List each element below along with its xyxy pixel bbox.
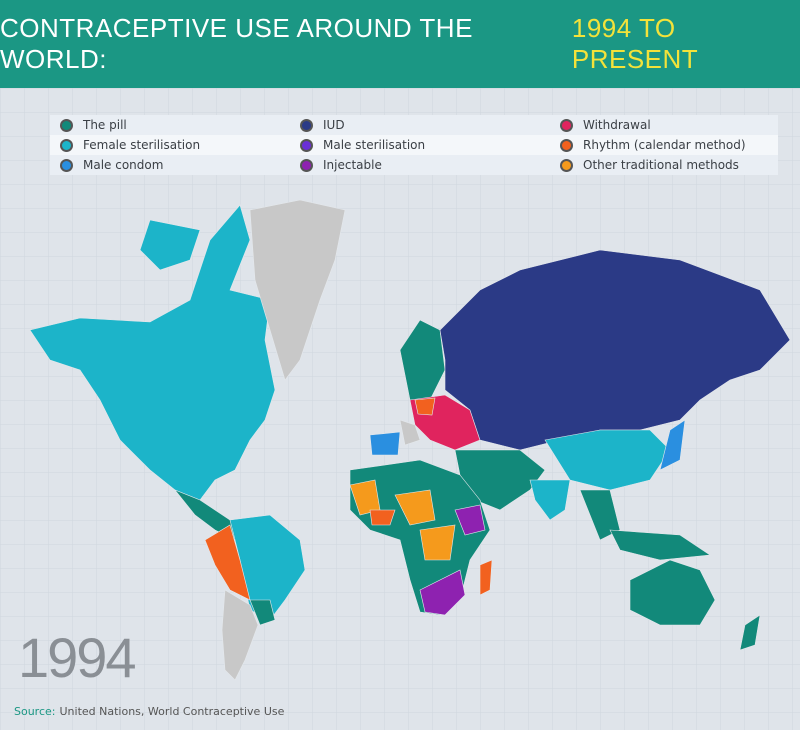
source-text: United Nations, World Contraceptive Use [59,705,285,718]
legend-label: Other traditional methods [583,158,739,172]
legend-label: Male sterilisation [323,138,426,152]
legend-swatch [560,118,573,132]
year-label: 1994 [18,626,137,689]
world-map [0,88,800,730]
legend-item: The pill [50,115,278,135]
source: Source: United Nations, World Contracepti… [14,705,284,718]
legend-item: Withdrawal [534,115,778,135]
legend-row: The pill IUD Withdrawal [50,115,778,135]
legend-item: Male condom [50,155,278,175]
legend-label: The pill [83,118,127,132]
legend-label: Withdrawal [583,118,651,132]
legend-swatch [300,158,313,172]
legend-row: Male condom Injectable Other traditional m… [50,155,778,175]
legend-label: Rhythm (calendar method) [583,138,746,152]
legend-swatch [300,118,313,132]
source-label: Source: [14,705,56,718]
legend-swatch [60,138,73,152]
legend-swatch [300,138,313,152]
legend-swatch [60,118,73,132]
legend-swatch [560,158,573,172]
legend-swatch [60,158,73,172]
title: CONTRACEPTIVE USE AROUND THE WORLD: [0,13,473,74]
title-highlight: 1994 TO PRESENT [571,13,699,74]
legend-label: Female sterilisation [83,138,201,152]
legend-item: Rhythm (calendar method) [534,135,778,155]
legend-item: Other traditional methods [534,155,778,175]
legend-row: Female sterilisation Male sterilisation Rh… [50,135,778,155]
legend-item: Male sterilisation [278,135,534,155]
legend-swatch [560,138,573,152]
legend-label: IUD [323,118,345,132]
header: CONTRACEPTIVE USE AROUND THE WORLD: 1994… [0,0,800,88]
legend-label: Male condom [83,158,164,172]
legend-label: Injectable [323,158,382,172]
legend-item: Injectable [278,155,534,175]
legend-item: IUD [278,115,534,135]
legend: The pill IUD Withdrawal Female sterilisatio… [50,115,778,177]
legend-item: Female sterilisation [50,135,278,155]
